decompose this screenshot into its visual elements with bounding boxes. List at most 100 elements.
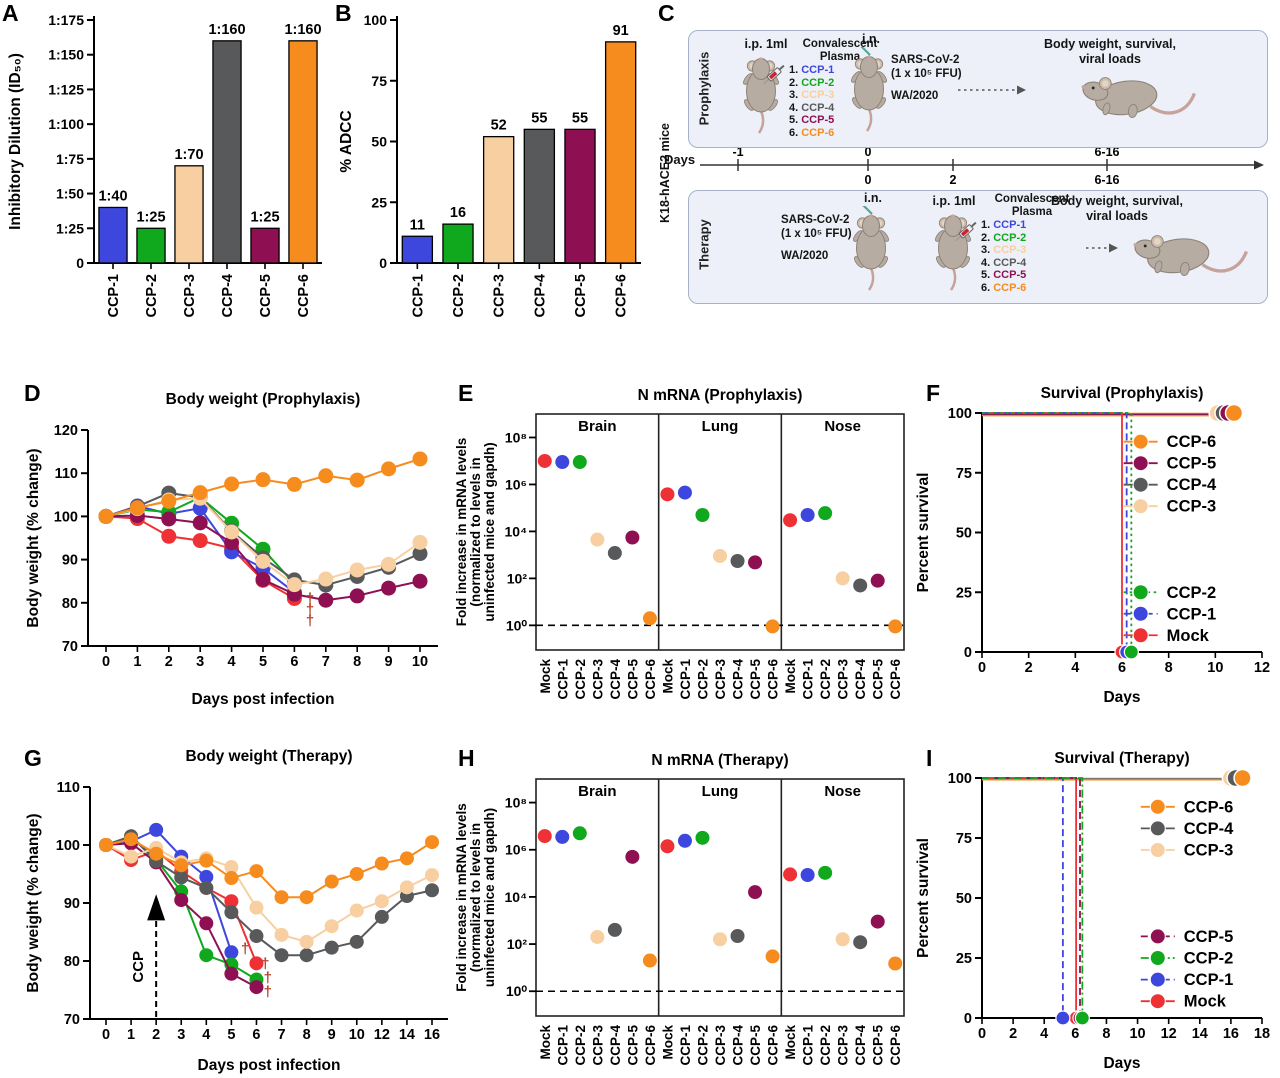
legend-label-CCP-3: CCP-3 <box>1167 498 1217 516</box>
dot-lung-CCP-6 <box>765 619 780 634</box>
convalescent-plasma-list: Convalescent Plasma 1. CCP-1 2. CCP-2 3. C… <box>981 193 1083 294</box>
plasma-item-name: CCP-2 <box>801 76 835 89</box>
legend-label-Mock: Mock <box>1167 627 1210 645</box>
dot-lung-CCP-4 <box>730 553 745 568</box>
x-category-label: CCP-4 <box>731 659 746 700</box>
legend-marker-Mock <box>1149 993 1166 1010</box>
intranasal-route-label: i.n. <box>861 32 881 46</box>
legend-label-CCP-1: CCP-1 <box>1184 971 1234 989</box>
dot-nose-CCP-2 <box>818 865 833 880</box>
x-category-label: CCP-5 <box>748 659 763 700</box>
x-tick-label: 0 <box>978 660 986 676</box>
plot-border <box>535 778 905 1017</box>
legend-marker-CCP-5 <box>1149 928 1166 945</box>
dot-lung-CCP-1 <box>677 485 692 500</box>
panel-title: N mRNA (Therapy) <box>651 752 788 769</box>
survivor-marker-CCP-6 <box>1233 768 1252 788</box>
dotted-arrow-icon <box>1086 243 1118 253</box>
point-CCP-6 <box>99 838 113 852</box>
dot-brain-CCP-4 <box>607 922 622 937</box>
mrna-therapy-dot-plot: N mRNA (Therapy) 10⁰ 10² 10⁴ 10⁶ 10⁸ Brain Mock… <box>454 752 905 1066</box>
point-CCP-6 <box>224 871 239 886</box>
y-tick-label: 110 <box>55 466 78 482</box>
x-category-label: CCP-1 <box>801 659 816 700</box>
x-category-label: CCP-4 <box>532 274 548 318</box>
x-category-label: CCP-6 <box>296 274 312 318</box>
x-category-label: CCP-5 <box>573 274 589 318</box>
point-Mock <box>192 533 208 549</box>
dot-lung-Mock <box>660 487 675 502</box>
y-tick-label: 1:175 <box>48 12 84 28</box>
study-timeline: -1 0 6-16 0 2 6-16 <box>700 148 1264 187</box>
x-tick-label: 12 <box>1161 1026 1177 1042</box>
point-CCP-6 <box>412 451 428 467</box>
ccp-arrow-label: CCP <box>130 951 147 983</box>
point-CCP-6 <box>199 853 214 868</box>
x-category-label: CCP-5 <box>625 659 640 700</box>
y-axis-title: % ADCC <box>338 110 355 172</box>
plasma-item-name: CCP-3 <box>993 244 1027 256</box>
y-axis-title: (normalized to levels in <box>468 823 483 972</box>
plasma-item-number: 6. <box>981 281 994 294</box>
y-tick-label: 0 <box>964 1011 972 1027</box>
dot-lung-CCP-3 <box>713 932 727 947</box>
point-CCP-6 <box>129 500 145 516</box>
point-CCP-3 <box>425 868 439 883</box>
x-tick-label: 10 <box>1129 1026 1145 1042</box>
y-tick-label: 100 <box>948 771 972 787</box>
point-CCP-3 <box>255 553 271 569</box>
point-CCP-2 <box>199 948 214 963</box>
point-CCP-1 <box>199 869 214 884</box>
arrowhead <box>1017 85 1026 95</box>
point-Mock <box>224 894 239 909</box>
point-CCP-4 <box>174 870 189 885</box>
dot-lung-CCP-6 <box>765 949 780 964</box>
virus-strain: WA/2020 <box>781 250 829 262</box>
point-CCP-3 <box>381 556 397 572</box>
y-tick-label: 100 <box>56 838 80 854</box>
syringe-needle <box>955 235 962 242</box>
point-CCP-5 <box>224 966 239 981</box>
dot-brain-Mock <box>537 829 552 844</box>
bar-value-label: 1:70 <box>174 147 203 163</box>
plasma-item-number: 3. <box>981 244 994 256</box>
plasma-item-CCP-2: 2. CCP-2 <box>789 77 891 90</box>
x-category-label: CCP-2 <box>573 659 588 700</box>
plasma-item-number: 3. <box>789 89 802 101</box>
y-tick-label: 75 <box>956 466 972 482</box>
dot-brain-CCP-4 <box>607 546 622 561</box>
x-category-label: CCP-3 <box>492 274 508 318</box>
ip-injection-label: i.p. 1ml <box>744 37 788 51</box>
x-category-label: CCP-3 <box>713 1025 728 1066</box>
panel-d-label: D <box>24 380 41 406</box>
x-category-label: CCP-1 <box>555 1025 570 1066</box>
plasma-item-name: CCP-6 <box>801 126 835 139</box>
panel-title: N mRNA (Prophylaxis) <box>638 387 803 404</box>
plasma-title-line1: Convalescent <box>802 38 878 50</box>
ip-injection-label: i.p. 1ml <box>932 194 976 208</box>
bar-value-label: 91 <box>613 23 629 39</box>
x-category-label: CCP-3 <box>182 274 198 318</box>
dot-lung-CCP-3 <box>713 548 727 563</box>
mouse-head <box>860 56 878 78</box>
x-axis-title: Days <box>1103 689 1140 706</box>
x-tick-label: 1 <box>133 654 141 670</box>
point-CCP-5 <box>249 980 264 995</box>
intranasal-route-label: i.n. <box>863 191 883 205</box>
panel-b-adcc: B 0 25 50 75 100 11 CCP-1 16 CCP-2 52 CCP-3 55 CCP-4… <box>333 0 657 346</box>
x-category-label: CCP-2 <box>695 659 710 700</box>
tissue-group-label: Brain <box>578 418 616 435</box>
point-CCP-6 <box>224 476 240 492</box>
x-tick-label: 12 <box>1254 660 1270 676</box>
point-CCP-3 <box>274 927 289 942</box>
panel-g-label: G <box>24 745 42 771</box>
point-CCP-6 <box>274 890 289 905</box>
x-tick-label: 7 <box>322 654 330 670</box>
x-category-label: CCP-2 <box>144 274 160 318</box>
x-tick-label: 4 <box>1040 1026 1048 1042</box>
x-tick-label: 9 <box>328 1027 336 1043</box>
plasma-item-number: 6. <box>789 126 802 139</box>
bar-value-label: 1:40 <box>98 188 127 204</box>
y-axis-title: (normalized to levels in <box>468 457 483 606</box>
